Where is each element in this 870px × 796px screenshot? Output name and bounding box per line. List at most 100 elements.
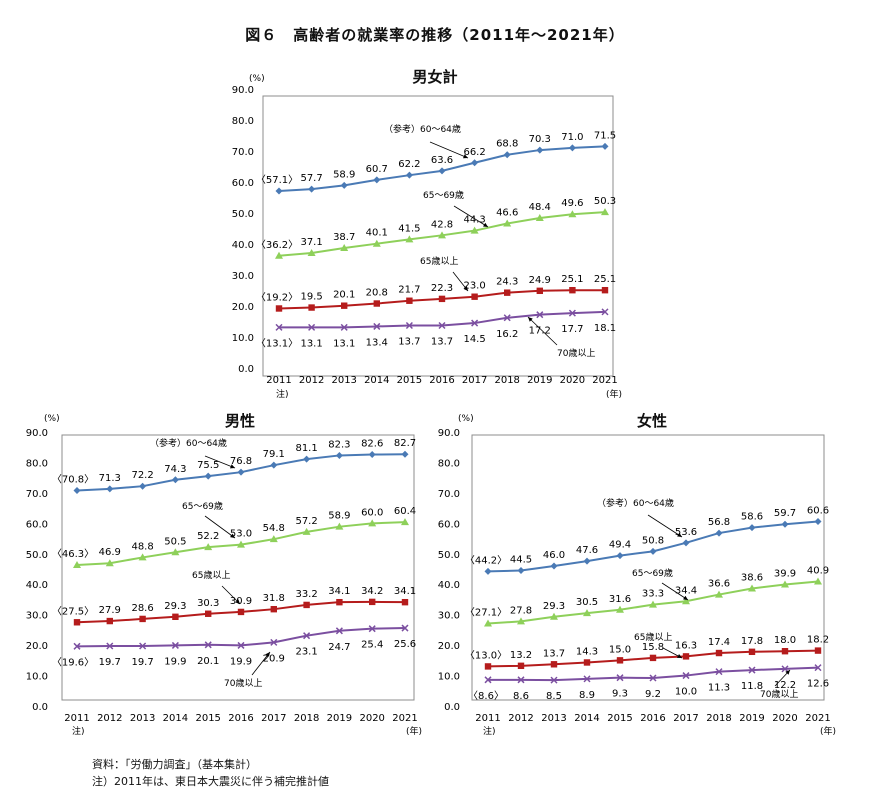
data-label: 24.9 bbox=[529, 275, 551, 286]
data-point bbox=[616, 674, 624, 682]
data-point bbox=[715, 590, 723, 598]
x-tick-label: 2011 bbox=[475, 713, 500, 724]
data-point bbox=[270, 461, 278, 469]
data-point bbox=[568, 210, 577, 218]
annotation-arrowhead bbox=[785, 670, 790, 675]
data-point bbox=[204, 472, 212, 480]
data-label: 50.3 bbox=[594, 196, 616, 207]
y-unit-label: (%) bbox=[458, 414, 474, 424]
x-note-marker: 注) bbox=[72, 725, 85, 737]
x-tick-label: 2018 bbox=[294, 713, 319, 724]
data-point bbox=[438, 321, 446, 330]
data-point bbox=[204, 641, 212, 649]
main-title: 図６ 高齢者の就業率の推移（2011年～2021年） bbox=[245, 26, 625, 44]
data-label: 48.4 bbox=[529, 202, 551, 213]
data-label: 58.6 bbox=[741, 512, 763, 523]
data-point bbox=[438, 167, 446, 175]
data-point bbox=[601, 308, 609, 316]
data-point bbox=[269, 535, 278, 543]
data-point bbox=[781, 520, 789, 528]
series-annotation: 70歳以上 bbox=[760, 688, 798, 700]
data-label: 25.6 bbox=[394, 639, 416, 650]
data-point bbox=[205, 610, 212, 617]
data-label: 20.9 bbox=[263, 653, 285, 664]
data-point bbox=[303, 455, 311, 463]
y-tick-label: 50.0 bbox=[26, 550, 48, 561]
data-label: 33.3 bbox=[642, 589, 664, 600]
data-label: 〈36.2〉 bbox=[256, 239, 298, 251]
data-point bbox=[171, 476, 179, 484]
data-point bbox=[405, 171, 413, 179]
annotation-arrow bbox=[251, 651, 271, 676]
series-line-1 bbox=[278, 211, 606, 257]
data-point bbox=[616, 605, 624, 613]
data-point bbox=[517, 567, 525, 575]
data-label: 9.3 bbox=[612, 689, 628, 700]
annotation-arrow bbox=[221, 585, 241, 605]
data-label: 16.3 bbox=[675, 640, 697, 651]
data-label: 17.4 bbox=[708, 637, 730, 648]
data-point bbox=[237, 468, 245, 476]
x-tick-label: 2016 bbox=[429, 375, 454, 386]
data-point bbox=[484, 676, 492, 684]
data-point bbox=[484, 567, 492, 575]
data-label: 60.0 bbox=[361, 507, 383, 518]
annotation-arrow bbox=[774, 669, 791, 687]
data-label: 12.6 bbox=[807, 679, 829, 690]
data-point bbox=[748, 666, 756, 674]
data-label: 52.2 bbox=[197, 531, 219, 542]
x-tick-label: 2021 bbox=[592, 375, 617, 386]
panel-title-female: 女性 bbox=[636, 412, 667, 430]
data-label: 48.8 bbox=[131, 541, 153, 552]
data-point bbox=[583, 609, 591, 617]
data-point bbox=[748, 648, 756, 656]
data-label: 〈46.3〉 bbox=[52, 548, 94, 560]
data-point bbox=[73, 561, 81, 569]
series-annotation: （参考）60～64歳 bbox=[150, 437, 227, 449]
panel-title-male: 男性 bbox=[224, 412, 255, 430]
data-point bbox=[303, 632, 311, 640]
series-line-3 bbox=[488, 666, 819, 682]
data-label: 14.3 bbox=[576, 646, 598, 657]
data-label: 24.3 bbox=[496, 277, 518, 288]
data-point bbox=[105, 559, 114, 567]
series-annotation: （参考）60～64歳 bbox=[597, 497, 674, 509]
y-tick-label: 80.0 bbox=[438, 458, 460, 469]
data-point bbox=[275, 251, 283, 259]
x-tick-label: 2013 bbox=[541, 713, 566, 724]
series-line-3 bbox=[279, 310, 606, 329]
data-label: 13.7 bbox=[431, 337, 453, 348]
data-label: 8.6 bbox=[513, 691, 529, 702]
data-label: 57.7 bbox=[300, 173, 322, 184]
data-label: 〈27.1〉 bbox=[465, 606, 507, 618]
data-point bbox=[715, 668, 723, 676]
series-annotation: 65歳以上 bbox=[192, 569, 230, 581]
y-tick-label: 30.0 bbox=[438, 611, 460, 622]
data-point bbox=[340, 323, 348, 331]
data-point bbox=[471, 319, 479, 327]
y-tick-label: 60.0 bbox=[26, 519, 48, 530]
data-label: 14.5 bbox=[463, 334, 485, 345]
x-tick-label: 2019 bbox=[527, 375, 552, 386]
data-label: 20.1 bbox=[197, 656, 219, 667]
y-tick-label: 70.0 bbox=[232, 147, 254, 158]
data-point bbox=[405, 321, 413, 330]
data-point bbox=[568, 309, 576, 317]
data-point bbox=[340, 181, 348, 189]
data-label: 34.1 bbox=[328, 586, 350, 597]
data-label: 40.1 bbox=[366, 228, 388, 239]
data-label: 46.0 bbox=[543, 550, 565, 561]
y-unit-label: (%) bbox=[44, 414, 60, 424]
data-point bbox=[73, 486, 81, 494]
data-point bbox=[536, 311, 544, 319]
annotation-arrowhead bbox=[463, 154, 468, 159]
x-tick-label: 2015 bbox=[607, 713, 632, 724]
data-point bbox=[649, 674, 657, 682]
data-label: 41.5 bbox=[398, 223, 420, 234]
data-point bbox=[73, 619, 81, 626]
data-label: 20.1 bbox=[333, 290, 355, 301]
data-point bbox=[503, 151, 511, 159]
data-label: 38.6 bbox=[741, 572, 763, 583]
